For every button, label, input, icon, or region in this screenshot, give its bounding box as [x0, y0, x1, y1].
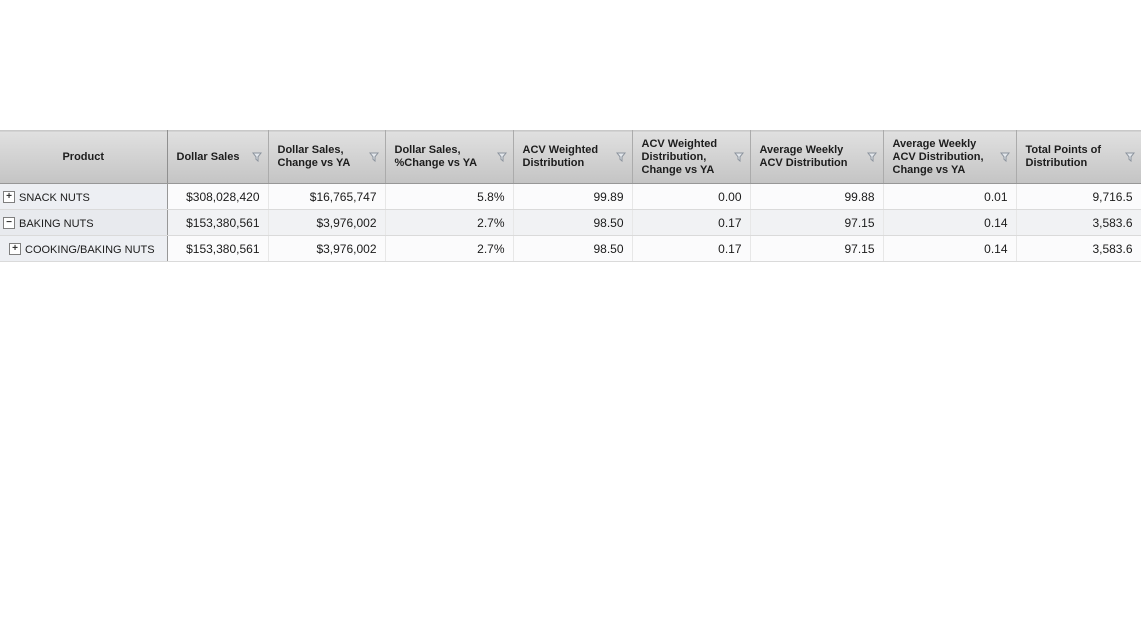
- filter-icon[interactable]: [368, 152, 379, 162]
- cell-acv-weighted-distribution: 98.50: [513, 235, 633, 262]
- product-label: BAKING NUTS: [19, 217, 94, 230]
- column-header-label: ACV Weighted Distribution: [522, 144, 599, 169]
- cell-acv-weighted-distribution-change: 0.17: [632, 209, 751, 236]
- column-header-label: Average Weekly ACV Distribution: [759, 144, 848, 169]
- column-header-dollar-sales-pct-change[interactable]: Dollar Sales, %Change vs YA: [385, 130, 514, 184]
- product-distribution-table: Product Dollar Sales Dollar Sales, Chang…: [0, 130, 1141, 262]
- product-cell: + SNACK NUTS: [0, 183, 168, 210]
- column-header-label: Product: [62, 150, 105, 163]
- filter-icon[interactable]: [733, 152, 744, 162]
- column-header-acv-weighted-distribution[interactable]: ACV Weighted Distribution: [513, 130, 633, 184]
- cell-dollar-sales: $153,380,561: [167, 235, 269, 262]
- cell-acv-weighted-distribution: 98.50: [513, 209, 633, 236]
- cell-dollar-sales-pct-change: 5.8%: [385, 183, 514, 210]
- filter-icon[interactable]: [251, 152, 262, 162]
- cell-acv-weighted-distribution-change: 0.17: [632, 235, 751, 262]
- cell-avg-weekly-acv-distribution-change: 0.01: [883, 183, 1017, 210]
- table-row: + SNACK NUTS $308,028,420 $16,765,747 5.8…: [0, 183, 1141, 210]
- filter-icon[interactable]: [866, 152, 877, 162]
- column-header-dollar-sales[interactable]: Dollar Sales: [167, 130, 269, 184]
- cell-avg-weekly-acv-distribution: 99.88: [750, 183, 884, 210]
- cell-dollar-sales-change: $3,976,002: [268, 209, 386, 236]
- filter-icon[interactable]: [999, 152, 1010, 162]
- cell-avg-weekly-acv-distribution: 97.15: [750, 209, 884, 236]
- column-header-total-points-of-distribution[interactable]: Total Points of Distribution: [1016, 130, 1141, 184]
- column-header-acv-weighted-distribution-change[interactable]: ACV Weighted Distribution, Change vs YA: [632, 130, 751, 184]
- column-header-label: ACV Weighted Distribution, Change vs YA: [641, 137, 718, 176]
- column-header-dollar-sales-change[interactable]: Dollar Sales, Change vs YA: [268, 130, 386, 184]
- cell-avg-weekly-acv-distribution: 97.15: [750, 235, 884, 262]
- cell-dollar-sales: $308,028,420: [167, 183, 269, 210]
- cell-dollar-sales: $153,380,561: [167, 209, 269, 236]
- table-row: − BAKING NUTS $153,380,561 $3,976,002 2.7…: [0, 209, 1141, 236]
- column-header-label: Dollar Sales: [176, 150, 240, 163]
- product-label: SNACK NUTS: [19, 191, 90, 204]
- cell-dollar-sales-change: $3,976,002: [268, 235, 386, 262]
- column-header-label: Dollar Sales, %Change vs YA: [394, 144, 478, 169]
- column-header-avg-weekly-acv-distribution[interactable]: Average Weekly ACV Distribution: [750, 130, 884, 184]
- cell-total-points-of-distribution: 3,583.6: [1016, 209, 1141, 236]
- column-header-product[interactable]: Product: [0, 130, 168, 184]
- cell-dollar-sales-pct-change: 2.7%: [385, 235, 514, 262]
- filter-icon[interactable]: [1124, 152, 1135, 162]
- cell-acv-weighted-distribution: 99.89: [513, 183, 633, 210]
- cell-dollar-sales-pct-change: 2.7%: [385, 209, 514, 236]
- cell-dollar-sales-change: $16,765,747: [268, 183, 386, 210]
- cell-avg-weekly-acv-distribution-change: 0.14: [883, 209, 1017, 236]
- cell-avg-weekly-acv-distribution-change: 0.14: [883, 235, 1017, 262]
- collapse-icon[interactable]: −: [3, 217, 15, 230]
- table-row: + COOKING/BAKING NUTS $153,380,561 $3,976…: [0, 235, 1141, 262]
- product-label: COOKING/BAKING NUTS: [25, 243, 155, 256]
- filter-icon[interactable]: [615, 152, 626, 162]
- product-cell: − BAKING NUTS: [0, 209, 168, 236]
- product-cell: + COOKING/BAKING NUTS: [0, 235, 168, 262]
- cell-acv-weighted-distribution-change: 0.00: [632, 183, 751, 210]
- column-header-label: Average Weekly ACV Distribution, Change …: [892, 137, 984, 176]
- column-header-label: Total Points of Distribution: [1025, 144, 1102, 169]
- cell-total-points-of-distribution: 3,583.6: [1016, 235, 1141, 262]
- expand-icon[interactable]: +: [3, 191, 15, 204]
- header-row: Product Dollar Sales Dollar Sales, Chang…: [0, 130, 1141, 184]
- cell-total-points-of-distribution: 9,716.5: [1016, 183, 1141, 210]
- column-header-label: Dollar Sales, Change vs YA: [277, 144, 351, 169]
- column-header-avg-weekly-acv-distribution-change[interactable]: Average Weekly ACV Distribution, Change …: [883, 130, 1017, 184]
- expand-icon[interactable]: +: [9, 243, 21, 256]
- filter-icon[interactable]: [496, 152, 507, 162]
- data-grid-container: Product Dollar Sales Dollar Sales, Chang…: [0, 130, 1141, 262]
